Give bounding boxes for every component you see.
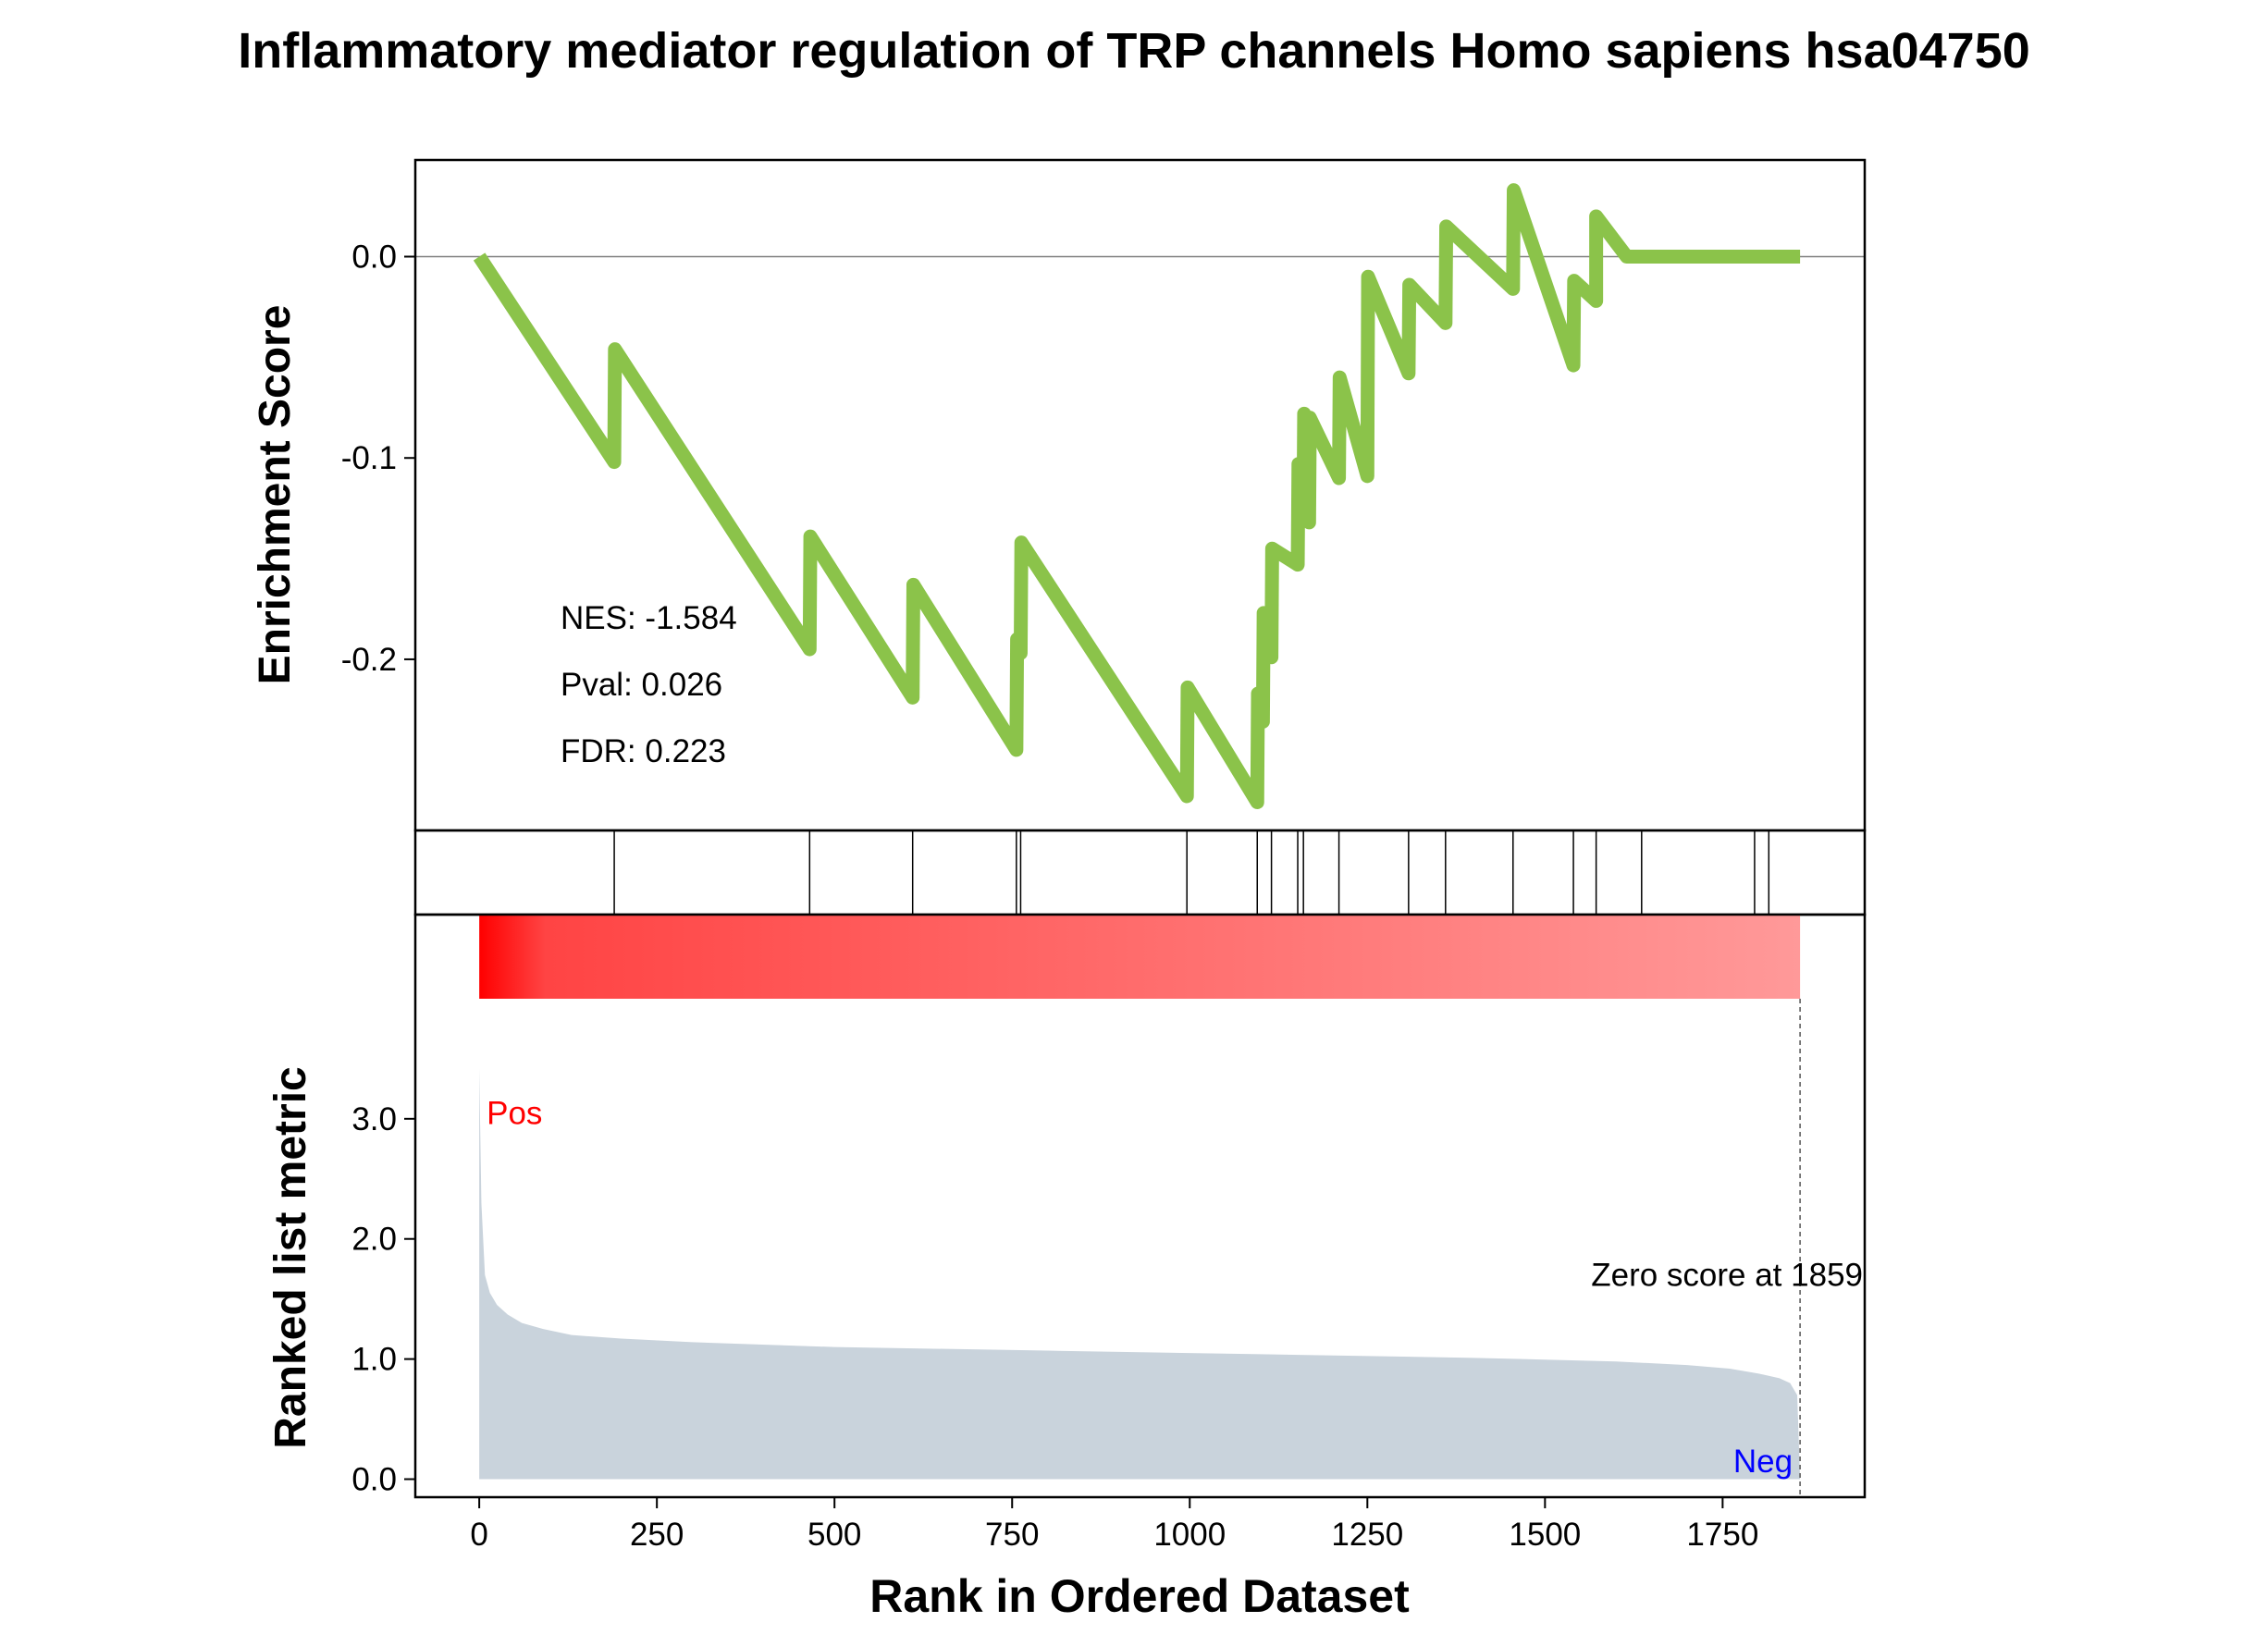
chart-title: Inflammatory mediator regulation of TRP … xyxy=(238,23,2030,79)
metric-panel: Zero score at 1859 Pos Neg 0.01.02.03.0 … xyxy=(266,913,1867,1622)
ranked-metric-area xyxy=(479,1068,1801,1480)
pos-label: Pos xyxy=(487,1095,542,1131)
x-tick-label: 250 xyxy=(630,1517,684,1553)
metric-ytick-label: 1.0 xyxy=(351,1342,397,1378)
metric-ytick-label: 3.0 xyxy=(351,1101,397,1137)
zero-score-label: Zero score at 1859 xyxy=(1591,1258,1863,1294)
es-y-ticks: 0.0 -0.1 -0.2 xyxy=(341,240,415,678)
nes-stat: NES: -1.584 xyxy=(561,600,737,636)
metric-y-ticks: 0.0 1.0 2.0 3.0 xyxy=(351,1101,415,1498)
pval-stat: Pval: 0.026 xyxy=(561,667,722,703)
enrichment-panel: 0.0 -0.1 -0.2 NES: -1.584 Pval: 0.026 FDR:… xyxy=(251,158,1867,832)
es-curve xyxy=(473,183,1801,810)
x-tick-label: 1000 xyxy=(1153,1517,1226,1553)
metric-panel-frame xyxy=(413,913,1867,1499)
hits-panel-frame xyxy=(413,829,1867,916)
es-ytick-label: 0.0 xyxy=(351,240,397,276)
es-ylabel: Enrichment Score xyxy=(251,305,300,685)
x-tick-label: 1250 xyxy=(1331,1517,1403,1553)
x-tick-label: 500 xyxy=(807,1517,861,1553)
rank-heatmap-bar xyxy=(479,916,1801,999)
es-ytick-label: -0.2 xyxy=(341,642,397,678)
x-tick-label: 0 xyxy=(470,1517,487,1553)
x-axis-label: Rank in Ordered Dataset xyxy=(869,1570,1410,1622)
x-tick-label: 1500 xyxy=(1509,1517,1581,1553)
fdr-stat: FDR: 0.223 xyxy=(561,733,726,769)
neg-label: Neg xyxy=(1733,1444,1793,1480)
metric-ytick-label: 0.0 xyxy=(351,1462,397,1498)
metric-ylabel: Ranked list metric xyxy=(266,1066,315,1448)
x-ticks: 0 250 500 750 1000 1250 1500 1750 xyxy=(470,1497,1758,1553)
x-tick-label: 1750 xyxy=(1686,1517,1758,1553)
metric-ytick-label: 2.0 xyxy=(351,1222,397,1258)
es-ytick-label: -0.1 xyxy=(341,440,397,476)
x-tick-label: 750 xyxy=(985,1517,1039,1553)
hit-lines xyxy=(613,830,1770,915)
hits-panel xyxy=(413,829,1867,916)
